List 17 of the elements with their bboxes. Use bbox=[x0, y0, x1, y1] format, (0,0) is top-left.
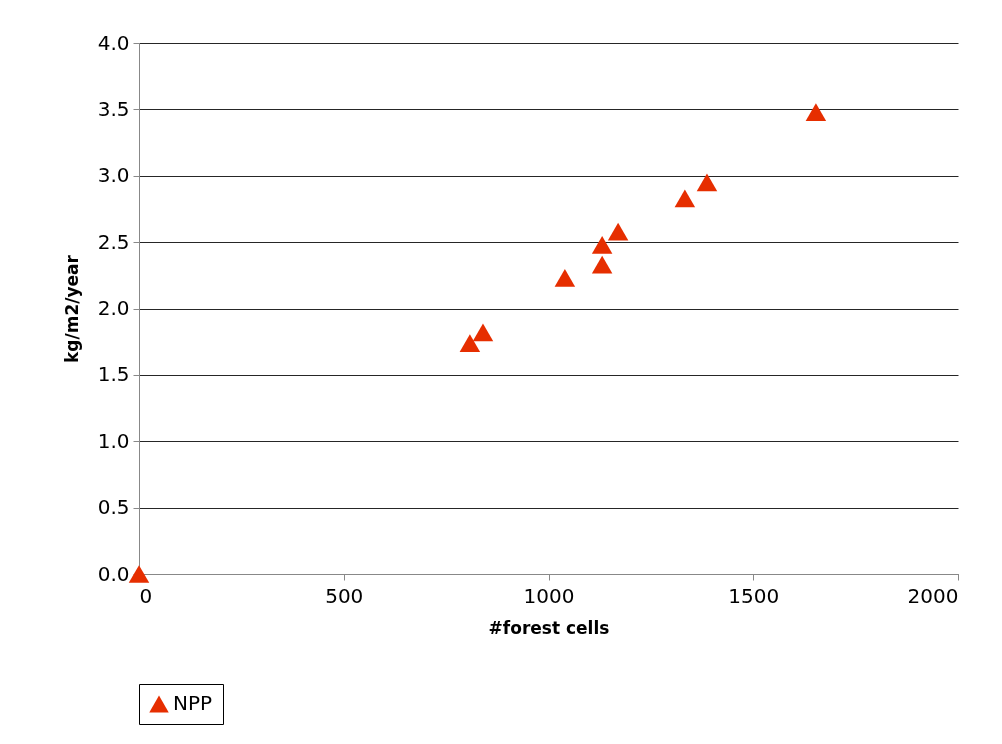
y-tick-label: 0.0 bbox=[97, 561, 130, 586]
x-tick-label: 1000 bbox=[523, 583, 575, 608]
x-tick-label: 500 bbox=[325, 583, 364, 608]
y-tick-label: 3.5 bbox=[97, 96, 130, 121]
y-tick-label: 4.0 bbox=[97, 30, 130, 55]
y-tick-label: 0.5 bbox=[97, 495, 130, 520]
y-tick-label: 2.0 bbox=[97, 296, 130, 320]
x-tick-label: 2000 bbox=[907, 583, 959, 608]
x-tick-label: 1500 bbox=[728, 583, 780, 608]
y-tick-label: 2.5 bbox=[97, 229, 130, 254]
y-tick-label: 1.5 bbox=[97, 362, 130, 387]
y-tick-label: 3.0 bbox=[97, 163, 130, 188]
x-axis-title: #forest cells bbox=[488, 617, 610, 638]
y-tick-label: 1.0 bbox=[97, 428, 130, 453]
legend-label: NPP bbox=[173, 691, 213, 715]
x-tick-label: 0 bbox=[139, 583, 153, 608]
y-axis-title: kg/m2/year bbox=[61, 254, 82, 363]
